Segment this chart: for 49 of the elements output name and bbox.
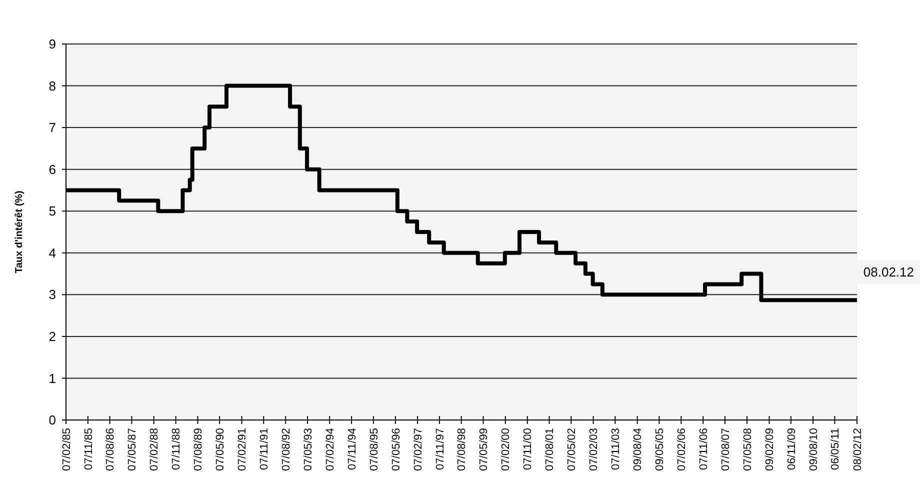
annotation: 08.02.12 [863, 264, 914, 280]
x-tick-label: 09/08/10 [808, 428, 820, 471]
y-tick-label: 0 [48, 412, 56, 428]
x-tick-label: 09/02/09 [764, 428, 776, 471]
x-tick-label: 07/11/03 [610, 428, 622, 470]
x-tick-label: 07/05/02 [566, 428, 578, 471]
x-tick-label: 07/08/07 [720, 428, 732, 471]
y-tick-label: 8 [48, 78, 56, 94]
x-tick-label: 07/08/01 [544, 428, 556, 471]
y-tick-label: 6 [48, 162, 56, 177]
x-tick-label: 07/02/94 [324, 428, 336, 471]
y-tick-label: 2 [48, 328, 56, 344]
x-tick-label: 07/05/96 [390, 428, 402, 471]
x-tick-label: 09/08/04 [632, 428, 644, 471]
x-tick-label: 07/11/91 [258, 428, 270, 470]
x-tick-label: 08/02/12 [852, 428, 864, 471]
x-tick-label: 06/05/11 [830, 428, 842, 470]
x-tick-label: 07/05/08 [742, 428, 754, 471]
x-tick-label: 07/05/90 [214, 428, 226, 471]
x-tick-label: 07/05/99 [478, 428, 490, 471]
x-tick-label: 07/08/86 [104, 428, 117, 471]
x-tick-label: 07/08/98 [456, 428, 468, 471]
x-tick-label: 07/05/93 [302, 428, 314, 471]
x-tick-label: 07/02/97 [412, 428, 424, 471]
y-tick-label: 5 [48, 204, 56, 219]
x-tick-label: 07/02/85 [60, 428, 73, 471]
x-tick-label: 07/11/94 [346, 428, 358, 470]
x-tick-label: 07/02/91 [236, 428, 249, 471]
x-tick-label: 07/02/03 [588, 428, 600, 471]
x-tick-label: 07/08/89 [192, 428, 205, 471]
x-tick-label: 07/05/87 [126, 428, 139, 471]
x-tick-label: 07/11/88 [170, 428, 183, 470]
x-tick-label: 07/08/95 [368, 428, 380, 471]
x-tick-label: 06/11/09 [786, 428, 798, 470]
x-tick-label: 07/02/06 [676, 428, 688, 471]
y-tick-label: 4 [48, 245, 56, 260]
y-tick-label: 9 [48, 36, 56, 52]
x-tick-label: 09/05/05 [654, 428, 666, 471]
y-tick-label: 1 [48, 370, 56, 386]
x-tick-label: 07/02/00 [500, 428, 512, 471]
x-tick-label: 07/11/97 [434, 428, 446, 470]
y-tick-label: 3 [48, 287, 56, 302]
x-tick-label: 07/11/00 [522, 428, 534, 470]
x-tick-label: 07/02/88 [148, 428, 161, 471]
x-tick-label: 07/11/85 [82, 428, 95, 470]
x-tick-label: 07/08/92 [280, 428, 292, 471]
y-tick-label: 7 [48, 120, 56, 136]
x-tick-label: 07/11/06 [698, 428, 710, 470]
y-axis-title: Taux d'intérêt (%) [14, 190, 25, 274]
